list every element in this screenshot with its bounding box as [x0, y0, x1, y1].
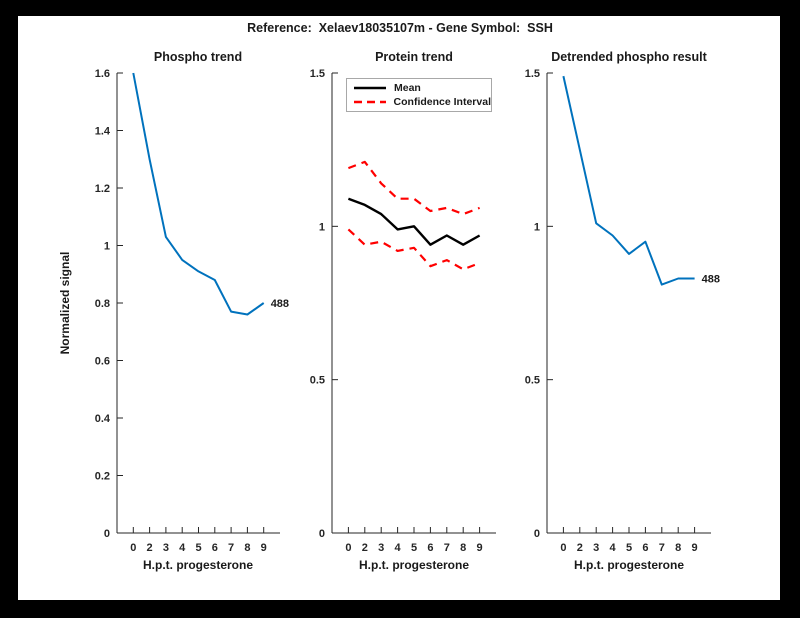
y-tick-label: 0.2: [95, 471, 110, 483]
subplot2-x-axis-label: H.p.t. progesterone: [358, 558, 469, 572]
legend-label-mean: Mean: [394, 82, 421, 94]
x-tick-label: 5: [626, 542, 632, 554]
legend-entry-mean: Mean: [353, 82, 491, 95]
x-tick-label: 4: [395, 542, 402, 554]
series-line-detrended-phospho-signal: [562, 75, 695, 286]
x-tick-label: 4: [179, 542, 186, 554]
x-tick-label: 2: [362, 542, 368, 554]
series-end-label: 488: [271, 298, 289, 310]
x-tick-label: 6: [212, 542, 218, 554]
y-tick-label: 0: [319, 528, 325, 540]
y-tick-label: 1.5: [310, 68, 325, 80]
y-tick-label: 1.2: [95, 183, 110, 195]
y-tick-label: 1: [104, 241, 110, 253]
subplot2-title: Protein trend: [375, 50, 453, 64]
subplot3-x-axis-label: H.p.t. progesterone: [573, 558, 684, 572]
x-tick-label: 0: [130, 542, 136, 554]
x-tick-label: 0: [560, 542, 566, 554]
x-tick-label: 8: [675, 542, 681, 554]
x-tick-label: 0: [345, 542, 351, 554]
x-tick-label: 2: [577, 542, 583, 554]
y-axis-label: Normalized signal: [58, 251, 72, 355]
x-tick-label: 7: [444, 542, 450, 554]
y-tick-label: 1.6: [95, 68, 110, 80]
series-line-phospho-signal: [132, 72, 265, 316]
y-tick-label: 1: [534, 221, 540, 233]
x-tick-label: 9: [477, 542, 483, 554]
x-tick-label: 7: [659, 542, 665, 554]
confidence-interval-line-sample-icon: [354, 100, 386, 104]
subplot3-title: Detrended phospho result: [551, 50, 707, 64]
series-line-confidence-interval-upper: [348, 160, 480, 216]
figure-canvas: [18, 16, 780, 600]
x-tick-label: 8: [244, 542, 250, 554]
legend: Mean Confidence Interval: [346, 78, 492, 112]
x-tick-label: 9: [692, 542, 698, 554]
x-tick-label: 5: [195, 542, 201, 554]
subplot1-x-axis-label: H.p.t. progesterone: [142, 558, 253, 572]
subplot1-title: Phospho trend: [153, 50, 243, 64]
x-tick-label: 5: [411, 542, 417, 554]
x-tick-label: 2: [147, 542, 153, 554]
x-tick-label: 4: [610, 542, 617, 554]
subplot-2: 00.511.50 2 3 4 5 6 7 8 9: [310, 68, 496, 554]
y-tick-label: 0: [104, 528, 110, 540]
x-tick-label: 6: [642, 542, 648, 554]
mean-line-sample-icon: [354, 86, 386, 90]
series-line-confidence-interval-lower: [347, 228, 480, 271]
y-tick-label: 0.6: [95, 356, 110, 368]
x-tick-label: 3: [593, 542, 599, 554]
series-line-mean: [347, 197, 481, 246]
legend-label-confidence-interval: Confidence Interval: [393, 96, 491, 108]
y-tick-label: 0.5: [525, 375, 540, 387]
y-tick-label: 0.4: [95, 413, 111, 425]
x-tick-label: 3: [378, 542, 384, 554]
figure-title: Reference: Xelaev18035107m - Gene Symbol…: [247, 21, 553, 35]
y-tick-label: 1: [319, 221, 325, 233]
x-tick-label: 3: [163, 542, 169, 554]
y-tick-label: 1.4: [95, 126, 111, 138]
legend-entry-confidence-interval: Confidence Interval: [353, 96, 491, 109]
x-tick-label: 6: [427, 542, 433, 554]
y-tick-label: 1.5: [525, 68, 540, 80]
y-tick-label: 0.5: [310, 375, 325, 387]
series-end-label: 488: [702, 273, 720, 285]
x-tick-label: 9: [261, 542, 267, 554]
x-tick-label: 8: [460, 542, 466, 554]
y-tick-label: 0.8: [95, 298, 110, 310]
y-tick-label: 0: [534, 528, 540, 540]
x-tick-label: 7: [228, 542, 234, 554]
